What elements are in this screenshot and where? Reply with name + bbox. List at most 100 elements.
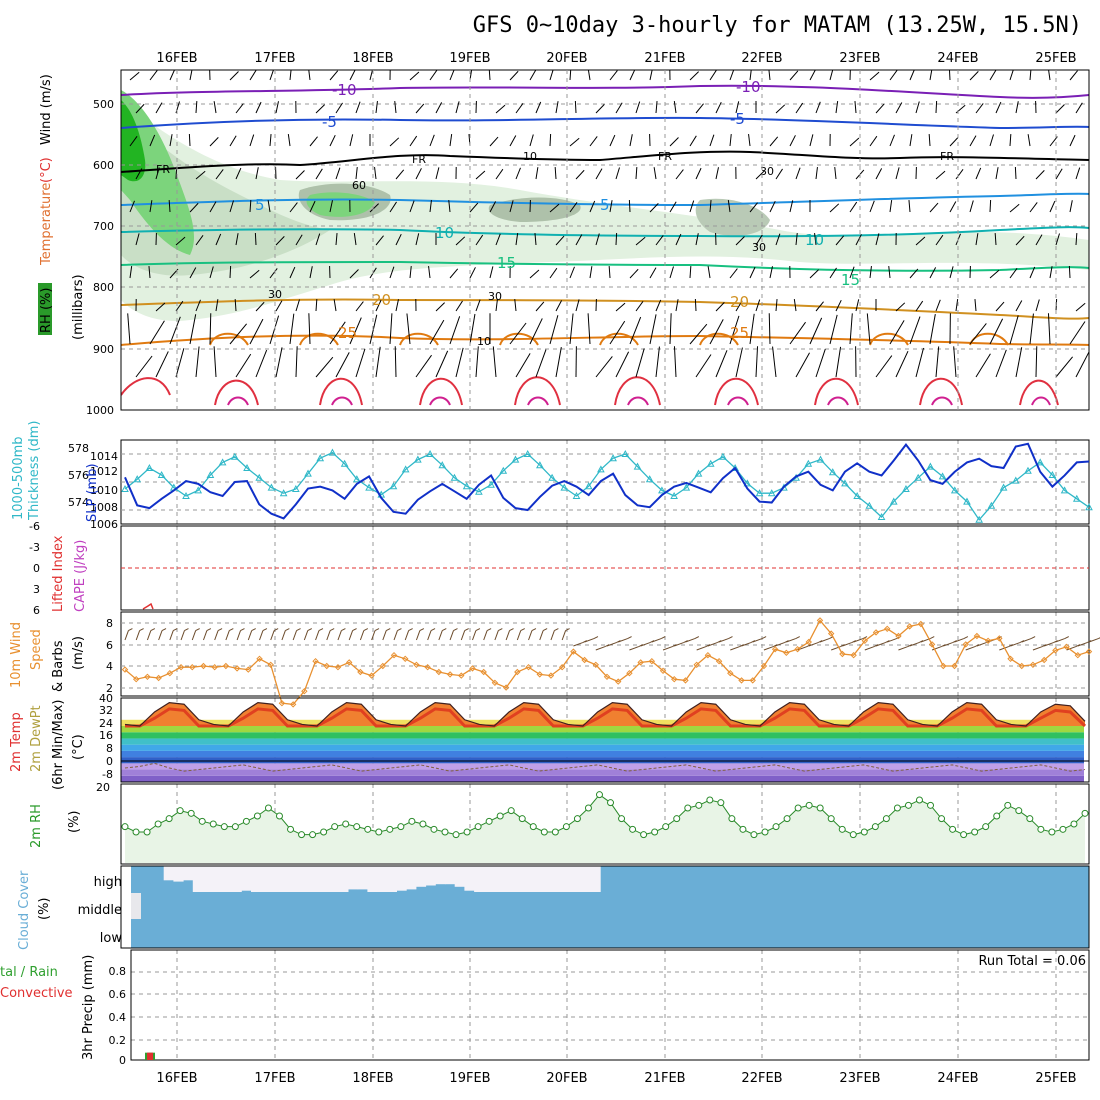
wind-barb-flag: [475, 628, 481, 632]
upper-barb: [949, 266, 954, 279]
upper-barb: [635, 236, 646, 246]
isotherm-label: 20: [372, 291, 391, 309]
upper-barb: [589, 266, 593, 279]
upper-barb: [989, 199, 992, 213]
upper-barb: [928, 133, 931, 147]
wind-barb-flag: [161, 628, 167, 632]
upper-barb: [595, 233, 600, 246]
upper-barb: [595, 356, 613, 378]
ytick-label: 0: [106, 755, 113, 768]
upper-barb: [669, 313, 672, 345]
wind-speed-point: [850, 651, 857, 659]
upper-barb: [955, 104, 966, 114]
rh-point: [264, 804, 272, 812]
rh-point: [386, 825, 394, 833]
wind-barb: [752, 638, 763, 643]
upper-barb: [875, 103, 885, 114]
rh-point: [198, 817, 206, 825]
cloud-cell-high: [309, 866, 320, 892]
thickness-point: [365, 483, 373, 491]
upper-barb: [1014, 166, 1017, 180]
ytick-label: 0.8: [109, 965, 127, 978]
wind-barb: [842, 642, 852, 647]
upper-barb: [695, 354, 712, 378]
upper-barb: [149, 134, 156, 147]
upper-barb: [235, 167, 242, 180]
wind-barb: [337, 630, 342, 641]
dewpoint-series: [124, 762, 1086, 772]
wind-barb: [202, 630, 208, 641]
wind-barb: [965, 646, 976, 651]
upper-barb: [355, 301, 364, 312]
date-label: 25FEB: [1035, 51, 1076, 66]
upper-barb: [555, 347, 562, 378]
rh-point: [971, 828, 979, 836]
wind-barb-flag: [206, 628, 212, 632]
rh-point: [320, 828, 328, 836]
thickness-point: [804, 459, 813, 467]
temperature-label: Temperature: [39, 183, 54, 266]
rh-point: [540, 828, 548, 836]
upper-barb: [1049, 266, 1053, 279]
wind-barb: [808, 642, 819, 647]
thickness-point: [621, 449, 630, 457]
rh-point: [430, 825, 438, 833]
thickness-point: [414, 455, 422, 463]
wind-speed-point: [245, 666, 252, 673]
rh-point: [684, 804, 692, 812]
upper-barb: [475, 299, 481, 312]
upper-barb: [1027, 134, 1031, 147]
thickness-point: [340, 459, 349, 467]
rh-point: [331, 823, 339, 831]
upper-barb: [415, 103, 425, 114]
upper-barb: [835, 235, 845, 246]
date-labels-top: 16FEB 17FEB 18FEB 19FEB 20FEB 21FEB 22FEB 23FEB…: [156, 51, 1076, 66]
upper-barb: [615, 232, 618, 246]
upper-barb: [409, 266, 412, 279]
upper-barb: [529, 134, 534, 147]
lifted-index-label: Lifted Index: [51, 535, 66, 612]
wind-barb-flag: [464, 628, 469, 632]
upper-barb: [1075, 232, 1078, 246]
ytick-label: 8: [106, 617, 113, 630]
rh-point: [607, 799, 615, 807]
upper-barb: [149, 200, 153, 213]
wind-barb: [741, 642, 752, 647]
isotherm-label: FR: [156, 163, 170, 176]
rh-point: [474, 823, 482, 831]
upper-barb: [829, 267, 837, 279]
thickness-point: [950, 486, 959, 494]
upper-barb: [415, 354, 432, 378]
rh-point: [1015, 807, 1023, 815]
upper-barb: [689, 200, 695, 213]
upper-barb: [509, 200, 514, 213]
upper-barb: [469, 267, 476, 279]
upper-barb: [355, 101, 361, 114]
wind-speed-point: [827, 630, 835, 637]
wind-speed-point: [615, 678, 622, 685]
cloud-cell-high: [260, 866, 271, 892]
upper-barb: [755, 234, 763, 246]
upper-barb: [655, 299, 662, 312]
wind-speed-point: [570, 648, 577, 655]
upper-barb: [269, 315, 280, 345]
cloud-cell-high: [367, 866, 378, 892]
thickness-point: [389, 482, 398, 490]
ytick-label: 600: [93, 159, 114, 172]
ytick-label: 574: [68, 496, 89, 509]
wind-barb: [1066, 646, 1077, 651]
date-labels-bottom: 16FEB 17FEB 18FEB 19FEB 20FEB 21FEB 22FEB 23FEB…: [156, 1071, 1076, 1086]
upper-barb: [355, 348, 366, 378]
ytick-label: 800: [93, 281, 114, 294]
upper-barb: [129, 266, 133, 279]
upper-barb: [955, 168, 964, 180]
thickness-point: [999, 483, 1008, 491]
upper-barb: [615, 167, 620, 180]
wind-barb-flag: [419, 628, 425, 632]
upper-barb: [709, 70, 717, 81]
thickness-point: [255, 473, 264, 481]
temp-band: [121, 738, 1084, 745]
upper-barb: [515, 167, 521, 180]
cloud-cell-high: [357, 866, 368, 890]
upper-barb: [1009, 315, 1019, 345]
